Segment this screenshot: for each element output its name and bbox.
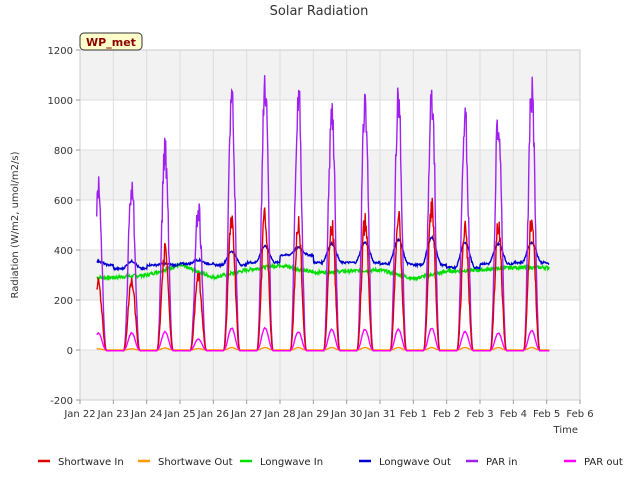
plot-band [80, 350, 580, 400]
x-tick-label: Jan 24 [130, 409, 162, 420]
y-tick-label: 600 [54, 196, 73, 207]
legend-entry: PAR out [584, 457, 623, 468]
legend: Shortwave In Shortwave Out Longwave In Long… [38, 457, 623, 468]
x-tick-label: Jan 27 [230, 409, 262, 420]
x-tick-label: Feb 3 [466, 409, 493, 420]
series-line-longwave-in [96, 262, 550, 283]
x-tick-label: Feb 2 [433, 409, 460, 420]
station-badge: WP_met [79, 32, 143, 51]
x-tick-label: Jan 25 [163, 409, 195, 420]
x-tick-label: Jan 30 [330, 409, 362, 420]
legend-entry: Longwave In [260, 457, 323, 468]
series-line-par-in [96, 75, 550, 352]
y-tick-label: -200 [50, 396, 73, 407]
x-tick-label: Feb 5 [533, 409, 560, 420]
plot-frame [79, 49, 581, 401]
y-axis-ticks: -200 0 200 400 600 800 1000 1200 [48, 46, 80, 407]
x-tick-label: Jan 26 [197, 409, 229, 420]
y-axis-label: Radiation (W/m2, umol/m2/s) [10, 151, 21, 298]
series-lines [96, 75, 550, 352]
legend-entry: PAR in [486, 457, 517, 468]
y-tick-label: 1200 [48, 46, 73, 57]
x-tick-label: Jan 22 [63, 409, 95, 420]
x-tick-label: Jan 31 [363, 409, 395, 420]
x-tick-label: Feb 1 [400, 409, 427, 420]
station-badge-label: WP_met [86, 36, 136, 49]
x-axis-label: Time [553, 425, 578, 436]
y-tick-label: 400 [54, 246, 73, 257]
series-line-longwave-out [96, 234, 550, 272]
x-tick-label: Feb 4 [500, 409, 527, 420]
series-line-par-out [96, 326, 550, 352]
x-tick-label: Jan 23 [97, 409, 129, 420]
y-tick-label: 1000 [48, 96, 73, 107]
legend-entry: Longwave Out [379, 457, 451, 468]
x-tick-label: Jan 29 [297, 409, 329, 420]
y-tick-label: 800 [54, 146, 73, 157]
x-tick-label: Jan 28 [263, 409, 295, 420]
x-axis-ticks: Jan 22 Jan 23 Jan 24 Jan 25 Jan 26 Jan 27 Jan … [63, 400, 594, 420]
plot-band [80, 50, 580, 100]
legend-entry: Shortwave In [58, 457, 124, 468]
y-tick-label: 200 [54, 296, 73, 307]
legend-entry: Shortwave Out [158, 457, 233, 468]
x-tick-label: Feb 6 [566, 409, 593, 420]
plot-bands [80, 50, 580, 400]
chart-title: Solar Radiation [270, 4, 369, 19]
y-tick-label: 0 [67, 346, 73, 357]
